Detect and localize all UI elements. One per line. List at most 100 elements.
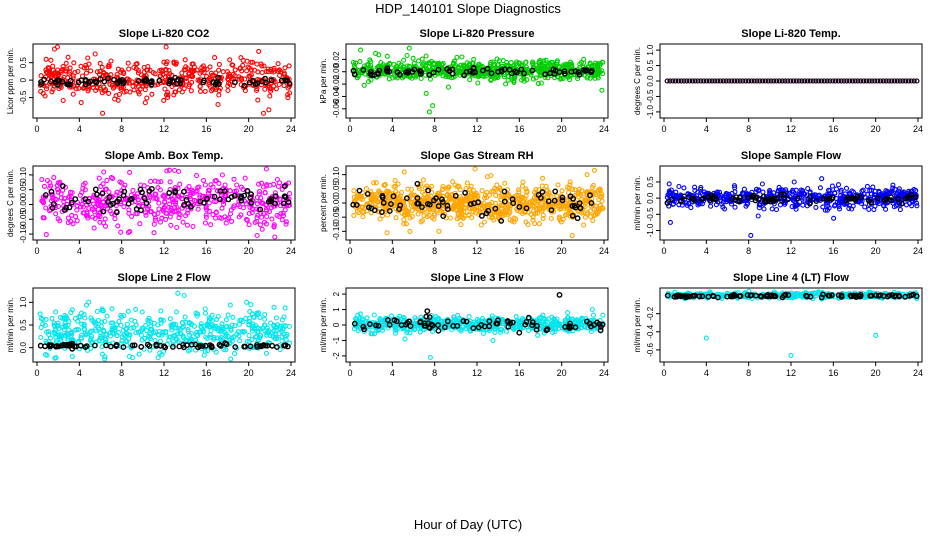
x-tick-label: 12 <box>786 246 796 256</box>
data-point <box>827 78 833 84</box>
data-point <box>455 64 461 70</box>
data-point <box>95 206 101 213</box>
data-point <box>160 193 166 199</box>
data-point <box>143 76 150 83</box>
data-point <box>475 74 481 80</box>
data-point <box>77 192 83 198</box>
data-point <box>217 215 223 221</box>
data-point <box>101 220 107 226</box>
data-point <box>242 175 248 181</box>
data-point <box>167 77 174 84</box>
data-point <box>109 306 115 312</box>
data-point <box>263 350 270 356</box>
data-point <box>688 205 694 211</box>
data-point <box>273 86 279 92</box>
data-point <box>271 224 277 230</box>
data-point <box>118 85 125 91</box>
x-tick-label: 4 <box>704 246 709 256</box>
data-point <box>267 320 274 326</box>
data-point <box>548 59 554 65</box>
data-point <box>51 175 57 181</box>
data-point <box>173 309 180 315</box>
data-point <box>38 73 44 79</box>
x-tick-label: 12 <box>159 246 169 256</box>
data-point <box>436 228 442 234</box>
data-point <box>183 342 190 349</box>
data-point <box>698 78 704 84</box>
x-tick-label: 24 <box>913 246 923 256</box>
data-point <box>40 215 46 221</box>
data-point <box>205 190 211 196</box>
data-point <box>282 65 288 71</box>
data-point <box>94 85 100 91</box>
data-point <box>70 73 76 79</box>
data-point <box>47 208 53 214</box>
data-point <box>124 321 130 327</box>
data-point <box>49 315 55 321</box>
data-point <box>152 71 158 77</box>
data-point <box>234 182 240 188</box>
data-point <box>530 76 536 82</box>
data-point <box>186 83 192 90</box>
data-point <box>172 89 179 95</box>
data-point <box>841 78 847 84</box>
data-point <box>70 91 76 97</box>
data-point <box>264 214 270 220</box>
data-point <box>216 92 222 98</box>
data-point <box>78 63 84 69</box>
data-point <box>708 203 714 209</box>
data-point <box>281 183 288 190</box>
data-point <box>262 311 268 318</box>
data-point <box>64 81 71 88</box>
data-point <box>804 78 811 84</box>
data-point <box>897 78 903 84</box>
data-point <box>179 70 185 76</box>
data-point <box>204 207 210 213</box>
data-point <box>80 210 86 216</box>
data-point <box>38 334 44 341</box>
data-point <box>206 200 212 206</box>
data-point <box>401 169 407 175</box>
data-point <box>126 80 132 86</box>
data-point <box>182 57 188 63</box>
data-point <box>172 167 178 174</box>
x-tick-label: 8 <box>746 124 751 134</box>
data-point <box>788 78 794 84</box>
data-point <box>280 200 287 207</box>
data-point <box>796 78 802 84</box>
data-point <box>755 213 761 219</box>
data-point <box>407 74 413 80</box>
data-point <box>495 62 501 68</box>
data-point <box>590 218 596 224</box>
data-point <box>97 214 103 220</box>
data-point <box>667 78 673 84</box>
x-tick-label: 4 <box>77 124 82 134</box>
data-point <box>368 59 374 65</box>
data-point <box>908 78 914 84</box>
data-point <box>384 230 390 236</box>
data-point <box>807 78 813 84</box>
data-point <box>118 322 124 329</box>
y-tick-label: 0.05 <box>19 181 28 197</box>
data-point <box>464 60 470 66</box>
data-point <box>262 75 268 82</box>
data-point <box>231 203 237 209</box>
data-point <box>167 179 173 185</box>
data-point <box>77 342 84 349</box>
data-point <box>900 78 906 84</box>
data-point <box>581 60 587 66</box>
data-point <box>230 71 236 77</box>
data-point <box>282 194 289 201</box>
x-tick-label: 4 <box>77 246 82 256</box>
data-point <box>110 200 116 207</box>
data-point <box>257 206 264 213</box>
data-point <box>65 75 71 81</box>
data-point <box>269 216 275 222</box>
data-point <box>244 217 250 223</box>
data-point <box>202 306 208 312</box>
data-point <box>225 87 231 94</box>
data-point <box>160 68 166 75</box>
data-point <box>50 201 57 207</box>
